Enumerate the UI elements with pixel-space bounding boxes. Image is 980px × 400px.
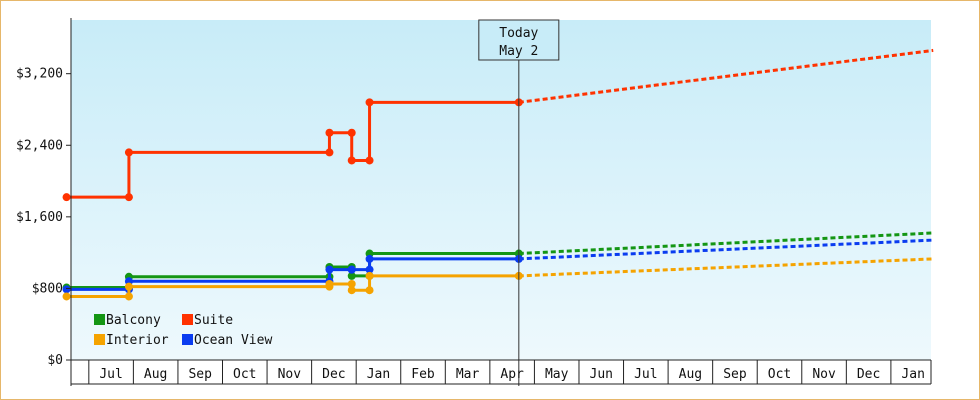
data-point [347, 156, 356, 165]
data-point [365, 156, 374, 165]
x-tick-label: Jun [590, 367, 613, 382]
x-tick-label: May [545, 367, 569, 382]
x-tick-label: Feb [411, 367, 435, 382]
series-suite [62, 48, 934, 202]
x-tick-label: Mar [456, 367, 480, 382]
x-ticks: Jul Aug Sep Oct Nov Dec Jan Feb Mar Apr May Jun Jul A… [71, 360, 932, 385]
y-tick-label: $2,400 [16, 138, 63, 153]
data-point [124, 282, 133, 291]
data-point [365, 265, 374, 274]
plot-area [71, 20, 931, 360]
legend-label-balcony: Balcony [106, 313, 161, 328]
x-tick-label: Dec [857, 367, 880, 382]
y-tick-label: $0 [47, 353, 63, 368]
legend-swatch-balcony [94, 314, 105, 325]
y-ticks: $0 $800 $1,600 $2,400 $3,200 [16, 67, 71, 368]
forecast-line-balcony [518, 231, 934, 256]
x-tick-label: Apr [500, 367, 524, 382]
x-tick-label: Aug [144, 367, 167, 382]
data-point [124, 148, 133, 157]
forecast-line-interior [518, 257, 934, 278]
x-tick-label: Sep [188, 367, 212, 382]
data-point [124, 193, 133, 202]
data-point [325, 128, 334, 137]
series-line-suite [66, 100, 519, 199]
data-point [347, 271, 356, 280]
legend-swatch-interior [94, 334, 105, 345]
forecast-line-suite [518, 48, 934, 104]
legend: Balcony Suite Interior Ocean View [94, 313, 272, 348]
legend-swatch-suite [182, 314, 193, 325]
legend-swatch-ocean_view [182, 334, 193, 345]
today-date: May 2 [499, 44, 538, 59]
data-point [365, 98, 374, 107]
x-tick-label: Oct [768, 367, 791, 382]
forecast-line-ocean_view [518, 238, 934, 261]
x-tick-label: Nov [278, 367, 302, 382]
series-line-interior [66, 274, 519, 298]
legend-label-ocean_view: Ocean View [194, 333, 272, 348]
data-point [347, 286, 356, 295]
y-tick-label: $800 [32, 281, 63, 296]
x-tick-label: Aug [679, 367, 702, 382]
data-point [62, 285, 71, 294]
x-tick-label: Oct [233, 367, 256, 382]
data-point [124, 292, 133, 301]
data-point [347, 128, 356, 137]
data-point [325, 279, 334, 288]
today-box [478, 19, 560, 61]
y-tick-label: $1,600 [16, 210, 63, 225]
x-tick-label: Jul [634, 367, 657, 382]
data-point [347, 265, 356, 274]
data-point [62, 292, 71, 301]
series-layer [62, 48, 934, 301]
x-tick-label: Dec [322, 367, 345, 382]
data-point [325, 265, 334, 274]
data-point [62, 193, 71, 202]
y-tick-label: $3,200 [16, 67, 63, 82]
data-point [325, 148, 334, 157]
today-label: Today [499, 26, 538, 41]
data-point [365, 286, 374, 295]
x-tick-label: Jan [901, 367, 924, 382]
data-point [347, 279, 356, 288]
today-marker: Today May 2 [478, 19, 560, 61]
x-tick-label: Sep [723, 367, 747, 382]
data-point [365, 271, 374, 280]
x-tick-label: Nov [812, 367, 836, 382]
x-tick-label: Jan [367, 367, 390, 382]
data-point [365, 254, 374, 263]
x-tick-label: Jul [99, 367, 122, 382]
series-interior [62, 257, 934, 301]
legend-label-suite: Suite [194, 313, 233, 328]
legend-label-interior: Interior [106, 333, 169, 348]
